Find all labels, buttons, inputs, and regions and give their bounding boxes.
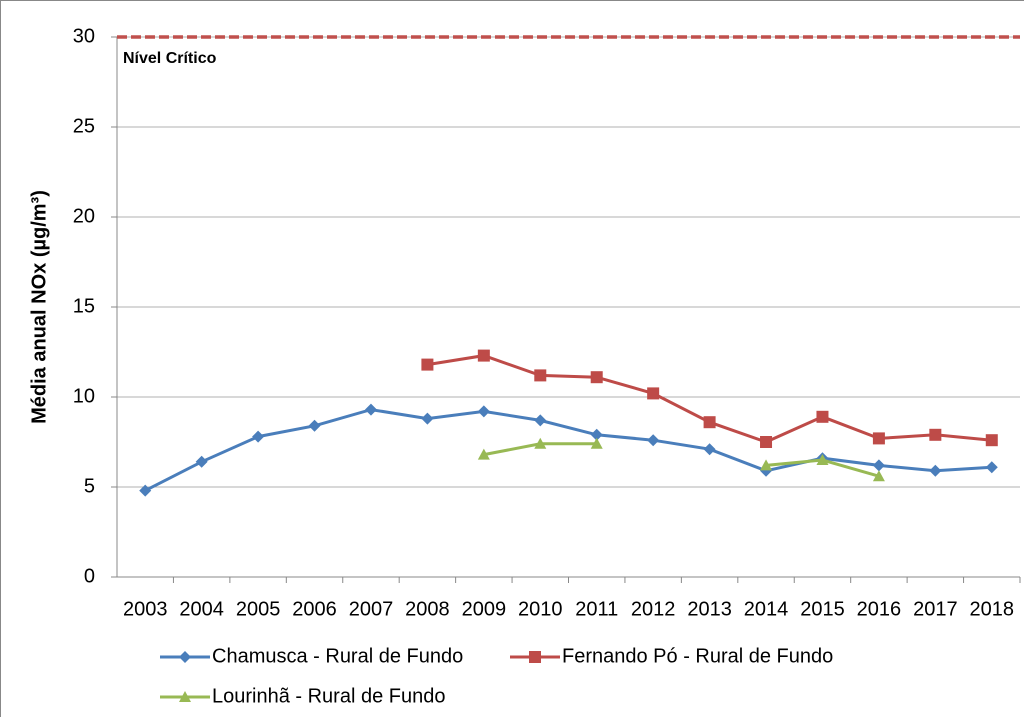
x-tick-label: 2007 — [349, 598, 394, 620]
x-tick-label: 2004 — [179, 598, 224, 620]
data-point — [590, 371, 603, 384]
y-tick-label: 10 — [73, 385, 95, 407]
x-tick-label: 2012 — [631, 598, 676, 620]
data-point — [872, 432, 885, 445]
data-point — [477, 448, 490, 460]
legend-label: Lourinhã - Rural de Fundo — [212, 685, 445, 707]
y-tick-label: 15 — [73, 295, 95, 317]
data-point — [703, 416, 716, 429]
x-tick-label: 2018 — [970, 598, 1015, 620]
y-tick-label: 0 — [84, 565, 95, 587]
data-point — [872, 470, 885, 482]
data-point — [534, 437, 547, 449]
data-point — [647, 434, 660, 447]
x-tick-label: 2013 — [687, 598, 732, 620]
data-point — [195, 455, 208, 468]
data-point — [816, 410, 829, 423]
data-point — [477, 405, 490, 418]
data-point — [985, 434, 998, 447]
data-point — [534, 414, 547, 427]
data-point — [647, 387, 660, 400]
y-axis-label: Média anual NOx (µg/m³) — [28, 190, 50, 424]
data-point — [477, 349, 490, 362]
x-tick-label: 2014 — [744, 598, 789, 620]
data-point — [139, 484, 152, 497]
x-tick-label: 2015 — [800, 598, 845, 620]
legend-marker — [179, 691, 191, 702]
data-point — [760, 459, 773, 471]
legend-marker — [179, 651, 191, 663]
data-point — [760, 436, 773, 448]
legend-label: Chamusca - Rural de Fundo — [212, 645, 463, 667]
data-point — [421, 412, 434, 425]
data-point — [364, 403, 377, 416]
x-tick-label: 2011 — [575, 598, 618, 620]
reference-label: Nível Crítico — [123, 50, 217, 67]
data-point — [590, 428, 603, 441]
data-point — [985, 461, 998, 474]
data-point — [872, 459, 885, 472]
data-point — [703, 443, 716, 456]
x-tick-label: 2003 — [123, 598, 168, 620]
legend-label: Fernando Pó - Rural de Fundo — [562, 645, 833, 667]
data-point — [816, 454, 829, 465]
y-tick-label: 5 — [84, 475, 95, 497]
x-tick-label: 2005 — [236, 598, 281, 620]
x-tick-label: 2009 — [462, 598, 507, 620]
x-tick-label: 2008 — [405, 598, 450, 620]
series-line — [144, 408, 992, 492]
data-point — [929, 428, 942, 441]
y-tick-label: 20 — [73, 205, 95, 227]
x-tick-label: 2010 — [518, 598, 563, 620]
legend-marker — [529, 651, 541, 663]
data-point — [252, 430, 265, 443]
data-point — [421, 358, 434, 371]
data-point — [590, 437, 603, 449]
x-tick-label: 2017 — [913, 598, 958, 620]
data-point — [534, 369, 547, 382]
data-point — [308, 419, 321, 432]
y-tick-label: 30 — [73, 25, 95, 47]
y-tick-label: 25 — [73, 115, 95, 137]
x-tick-label: 2006 — [292, 598, 337, 620]
data-point — [929, 464, 942, 477]
x-tick-label: 2016 — [857, 598, 902, 620]
